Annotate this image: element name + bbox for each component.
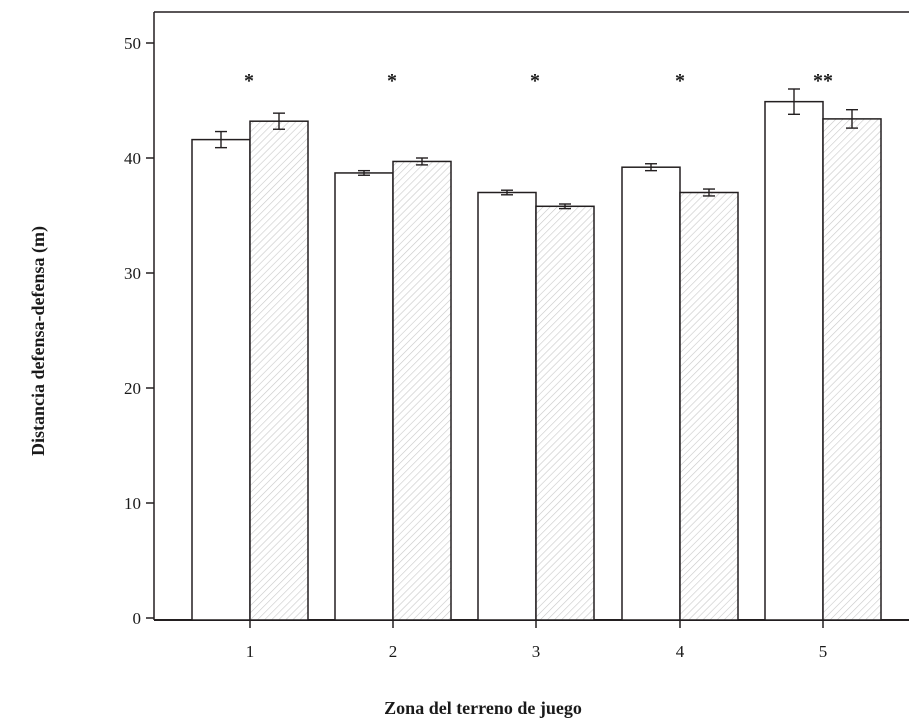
y-tick-label: 40 — [124, 149, 141, 168]
significance-marker: * — [530, 70, 540, 92]
bar — [822, 118, 882, 621]
x-axis: 1 2 3 4 5 — [246, 620, 828, 661]
bar — [621, 166, 681, 621]
y-axis: 0 10 20 30 40 50 — [124, 34, 154, 628]
y-tick-label: 20 — [124, 379, 141, 398]
x-tick-label: 2 — [389, 642, 398, 661]
significance-marker: ** — [813, 70, 833, 92]
y-tick-label: 10 — [124, 494, 141, 513]
bar — [764, 100, 824, 621]
y-tick-label: 30 — [124, 264, 141, 283]
bar — [535, 205, 595, 621]
y-tick-label: 50 — [124, 34, 141, 53]
y-axis-title: Distancia defensa-defensa (m) — [28, 226, 49, 456]
bar — [392, 160, 452, 621]
bar — [191, 138, 251, 621]
bar — [334, 172, 394, 621]
x-tick-label: 3 — [532, 642, 541, 661]
bar — [679, 191, 739, 621]
bar — [477, 191, 537, 621]
significance-marker: * — [387, 70, 397, 92]
bar — [249, 120, 309, 621]
x-axis-title: Zona del terreno de juego — [384, 698, 582, 718]
x-tick-label: 1 — [246, 642, 255, 661]
significance-marker: * — [244, 70, 254, 92]
bar-series — [191, 88, 882, 621]
significance-marker: * — [675, 70, 685, 92]
x-tick-label: 5 — [819, 642, 828, 661]
significance-markers: * * * * ** — [244, 70, 833, 92]
y-tick-label: 0 — [133, 609, 142, 628]
x-tick-label: 4 — [676, 642, 685, 661]
